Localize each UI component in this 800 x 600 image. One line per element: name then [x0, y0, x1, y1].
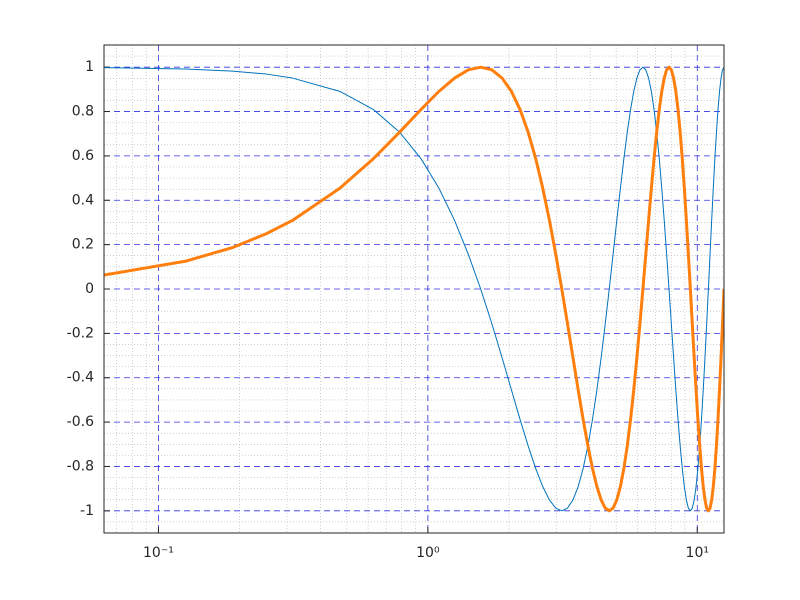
x-tick-label: 10¹ — [686, 545, 709, 561]
y-tick-label: 0.4 — [72, 192, 94, 208]
plot-lines — [104, 65, 724, 513]
y-tick-label: 0.2 — [72, 237, 94, 253]
y-tick-label: 0.8 — [72, 104, 94, 120]
y-tick-label: -0.4 — [67, 370, 94, 386]
line-series — [104, 65, 724, 513]
line-series — [104, 66, 724, 512]
y-tick-label: -0.8 — [67, 458, 94, 474]
y-tick-label: -0.6 — [67, 414, 94, 430]
x-tick-label: 10⁰ — [416, 545, 440, 561]
y-tick-label: -0.2 — [67, 325, 94, 341]
y-tick-label: 0.6 — [72, 148, 94, 164]
y-tick-label: 1 — [85, 59, 94, 75]
axes-box — [103, 44, 725, 534]
x-tick-label: 10⁻¹ — [143, 545, 174, 561]
y-tick-label: -1 — [80, 503, 94, 519]
y-tick-label: 0 — [85, 281, 94, 297]
